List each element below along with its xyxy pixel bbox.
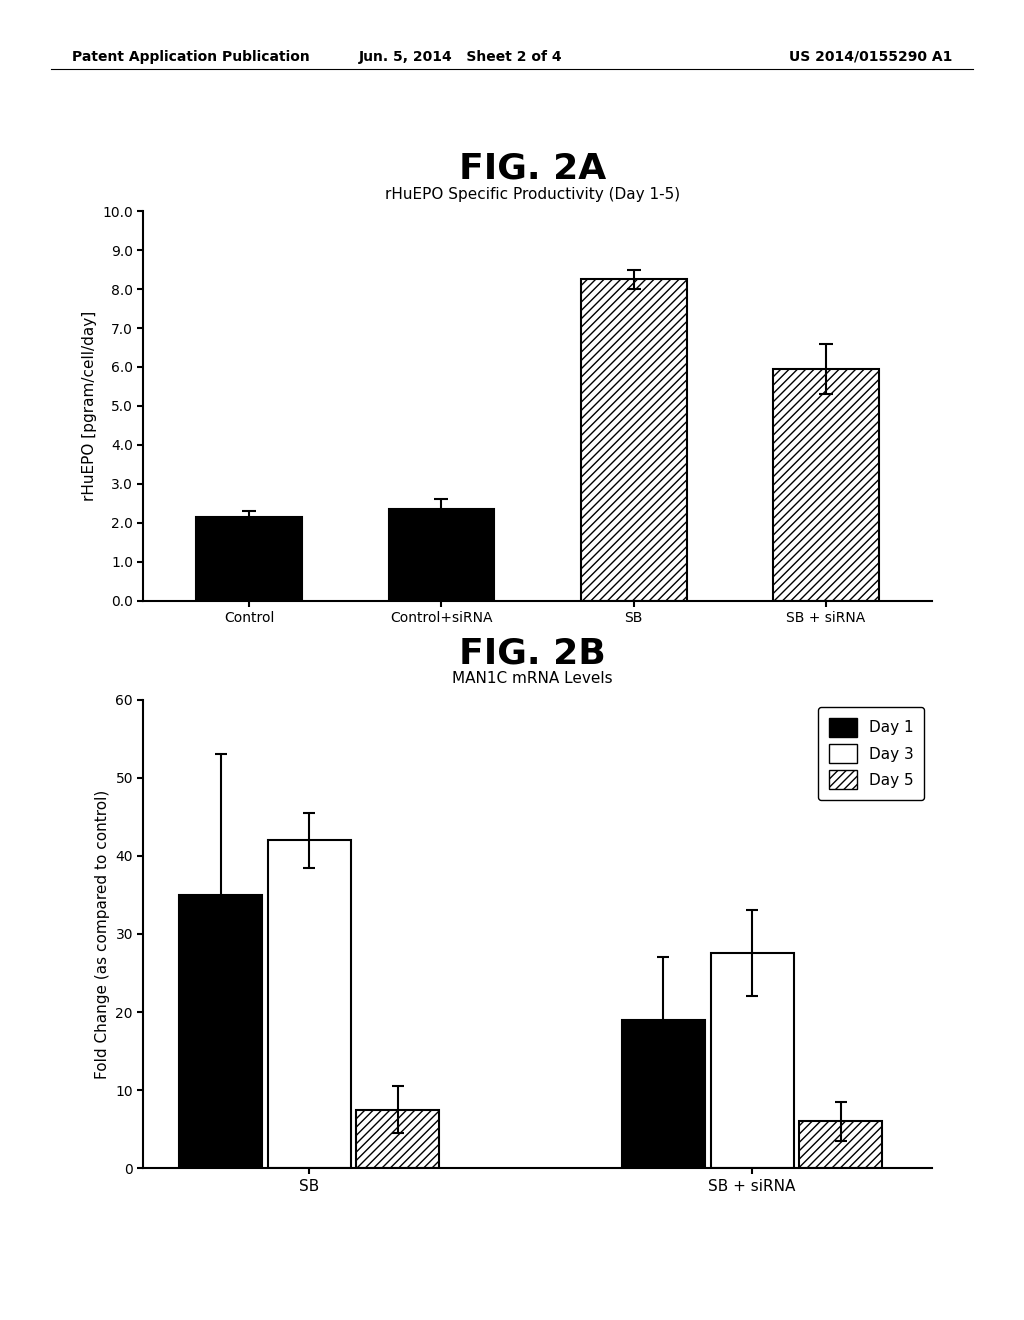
Bar [197,517,302,601]
Bar [799,1121,882,1168]
Y-axis label: Fold Change (as compared to control): Fold Change (as compared to control) [95,789,110,1078]
Bar [581,280,687,601]
Bar [622,1020,705,1168]
Text: FIG. 2A: FIG. 2A [459,152,606,186]
Bar [711,953,794,1168]
Text: US 2014/0155290 A1: US 2014/0155290 A1 [788,50,952,63]
Bar [179,895,262,1168]
Text: FIG. 2B: FIG. 2B [459,636,606,671]
Text: Jun. 5, 2014   Sheet 2 of 4: Jun. 5, 2014 Sheet 2 of 4 [359,50,562,63]
Bar [773,368,879,601]
Bar [268,841,351,1168]
Y-axis label: rHuEPO [pgram/cell/day]: rHuEPO [pgram/cell/day] [82,310,96,502]
Text: MAN1C mRNA Levels: MAN1C mRNA Levels [453,671,612,685]
Bar [388,510,495,601]
Legend: Day 1, Day 3, Day 5: Day 1, Day 3, Day 5 [818,708,925,800]
Text: rHuEPO Specific Productivity (Day 1-5): rHuEPO Specific Productivity (Day 1-5) [385,187,680,202]
Bar [356,1110,439,1168]
Text: Patent Application Publication: Patent Application Publication [72,50,309,63]
